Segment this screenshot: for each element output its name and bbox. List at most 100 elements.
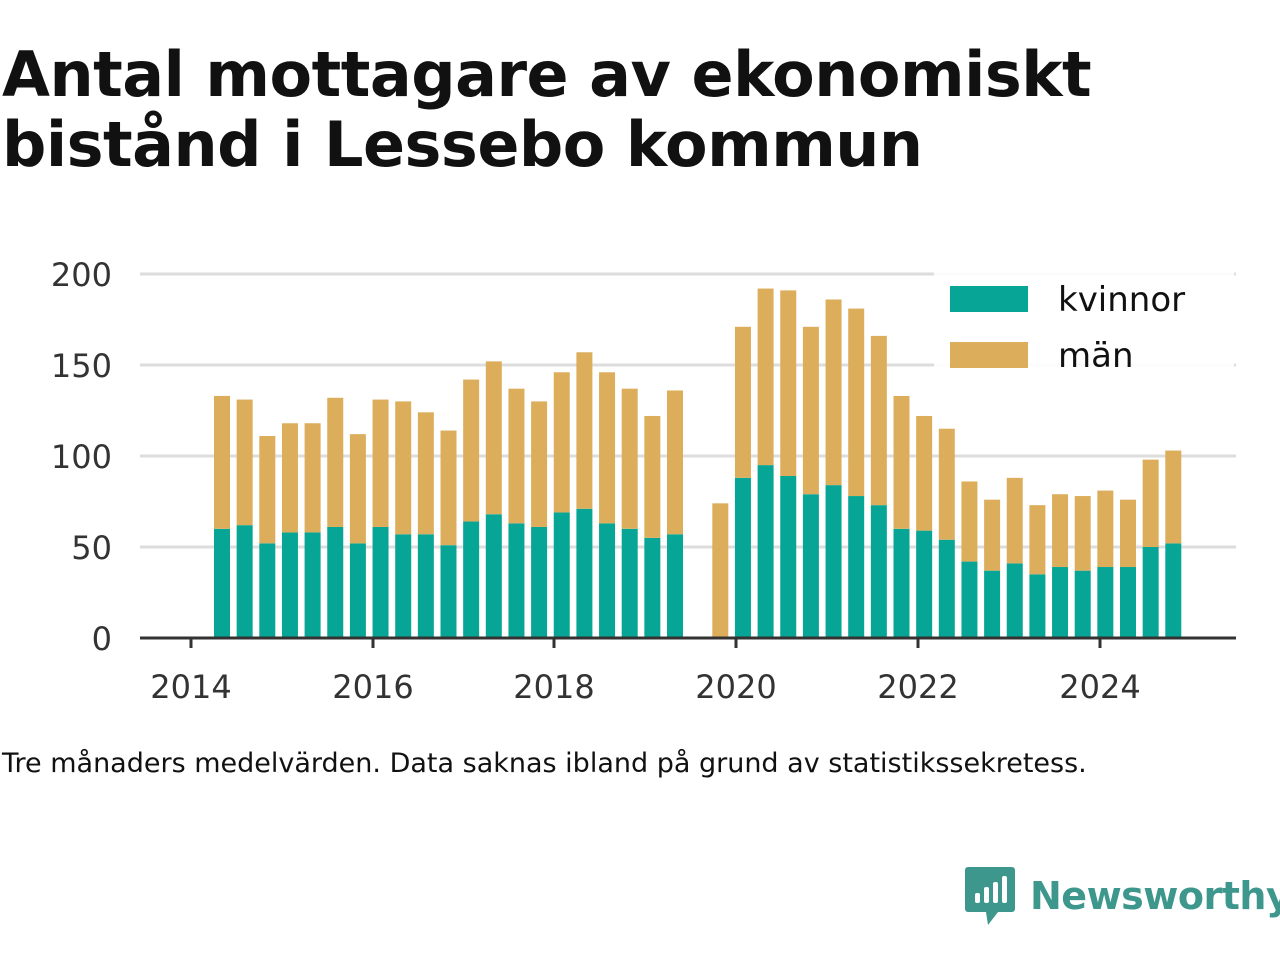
- legend-item-man-label: män: [1058, 336, 1134, 376]
- bar-kvinnor: [576, 508, 593, 638]
- bar-kvinnor: [984, 570, 1001, 638]
- bar-kvinnor: [349, 543, 366, 638]
- y-tick-label: 0: [92, 620, 112, 658]
- bar-man: [281, 423, 298, 533]
- bar-kvinnor: [938, 539, 955, 638]
- bar-man: [576, 352, 593, 509]
- bar-man: [644, 415, 661, 538]
- bar-kvinnor: [553, 512, 570, 638]
- legend-item-man-swatch: [950, 342, 1028, 368]
- bar-kvinnor: [485, 514, 502, 638]
- bar-man: [938, 428, 955, 540]
- bar-kvinnor: [304, 532, 321, 638]
- bars: [214, 288, 1182, 638]
- bar-kvinnor: [644, 537, 661, 638]
- bar-kvinnor: [1120, 567, 1136, 638]
- bar-man: [780, 290, 797, 477]
- y-tick-label: 50: [71, 529, 112, 567]
- bar-kvinnor: [734, 477, 751, 638]
- bar-man: [553, 372, 570, 513]
- y-tick-label: 150: [51, 347, 112, 385]
- bar-kvinnor: [870, 505, 887, 638]
- bar-man: [757, 288, 774, 466]
- bar-man: [599, 372, 616, 524]
- bar-man: [870, 335, 887, 506]
- x-tick-label: 2018: [513, 668, 594, 706]
- bar-man: [848, 308, 865, 497]
- chart-title: Antal mottagare av ekonomiskt bistånd i …: [2, 38, 1092, 181]
- bar-kvinnor: [621, 528, 638, 638]
- legend-item-kvinnor-label: kvinnor: [1058, 280, 1185, 320]
- bar-kvinnor: [599, 523, 616, 638]
- bar-kvinnor: [916, 530, 933, 638]
- bar-kvinnor: [417, 534, 434, 638]
- newsworthy-logo-icon: [965, 867, 1015, 925]
- bar-man: [304, 423, 321, 533]
- bar-man: [485, 361, 502, 515]
- bar-man: [417, 412, 434, 535]
- bar-man: [372, 399, 389, 527]
- bar-kvinnor: [236, 525, 253, 638]
- bar-man: [984, 499, 1001, 571]
- y-axis-ticks: 0 50 100 150 200: [51, 256, 112, 658]
- bar-man: [802, 326, 819, 495]
- bar-kvinnor: [1006, 563, 1023, 638]
- bar-kvinnor: [1097, 567, 1114, 638]
- newsworthy-logo: Newsworthy: [964, 864, 1280, 928]
- legend: kvinnor män: [934, 270, 1234, 380]
- bar-man: [1142, 459, 1159, 547]
- bar-man: [1165, 450, 1182, 544]
- bar-man: [1006, 477, 1023, 564]
- bar-man: [621, 388, 638, 529]
- bar-kvinnor: [1052, 567, 1069, 638]
- bar-man: [531, 401, 548, 527]
- bar-man: [508, 388, 525, 524]
- bar-kvinnor: [214, 528, 230, 638]
- bar-man: [825, 299, 842, 486]
- bar-kvinnor: [508, 523, 525, 638]
- bar-man: [395, 401, 412, 535]
- bar-kvinnor: [802, 494, 819, 638]
- bar-kvinnor: [757, 465, 774, 638]
- bar-kvinnor: [780, 476, 797, 638]
- y-tick-label: 100: [51, 438, 112, 476]
- bar-man: [327, 397, 344, 527]
- bar-man: [236, 399, 253, 526]
- x-tick-label: 2022: [877, 668, 958, 706]
- bar-man: [1120, 499, 1136, 568]
- bar-kvinnor: [440, 545, 457, 638]
- newsworthy-logo-text: Newsworthy: [1030, 874, 1280, 918]
- bar-man: [349, 434, 366, 544]
- x-tick-label: 2016: [332, 668, 413, 706]
- bar-man: [1052, 494, 1069, 568]
- bar-kvinnor: [961, 561, 978, 638]
- bar-man: [667, 390, 683, 535]
- bar-man: [440, 430, 457, 546]
- x-tick-label: 2014: [150, 668, 231, 706]
- bar-man: [1029, 505, 1046, 575]
- bar-man: [1074, 496, 1091, 571]
- bar-kvinnor: [667, 534, 683, 638]
- bar-man: [961, 481, 978, 562]
- bar-man: [1097, 490, 1114, 568]
- bar-kvinnor: [259, 543, 276, 638]
- bar-man: [259, 435, 276, 544]
- bar-kvinnor: [327, 526, 344, 638]
- bar-kvinnor: [395, 534, 412, 638]
- bar-man: [893, 395, 910, 529]
- bar-man: [463, 379, 480, 522]
- bar-kvinnor: [893, 528, 910, 638]
- x-axis-ticks: 2014 2016 2018 2020 2022 2024: [150, 638, 1141, 706]
- bar-kvinnor: [281, 532, 298, 638]
- bar-kvinnor: [463, 521, 480, 638]
- bar-kvinnor: [1142, 547, 1159, 638]
- bar-man: [712, 503, 729, 638]
- bar-kvinnor: [1029, 574, 1046, 638]
- x-tick-label: 2024: [1059, 668, 1140, 706]
- y-tick-label: 200: [51, 256, 112, 294]
- bar-kvinnor: [1165, 543, 1182, 638]
- bar-man: [916, 415, 933, 531]
- bar-kvinnor: [848, 496, 865, 638]
- bar-kvinnor: [1074, 570, 1091, 638]
- bar-man: [734, 326, 751, 478]
